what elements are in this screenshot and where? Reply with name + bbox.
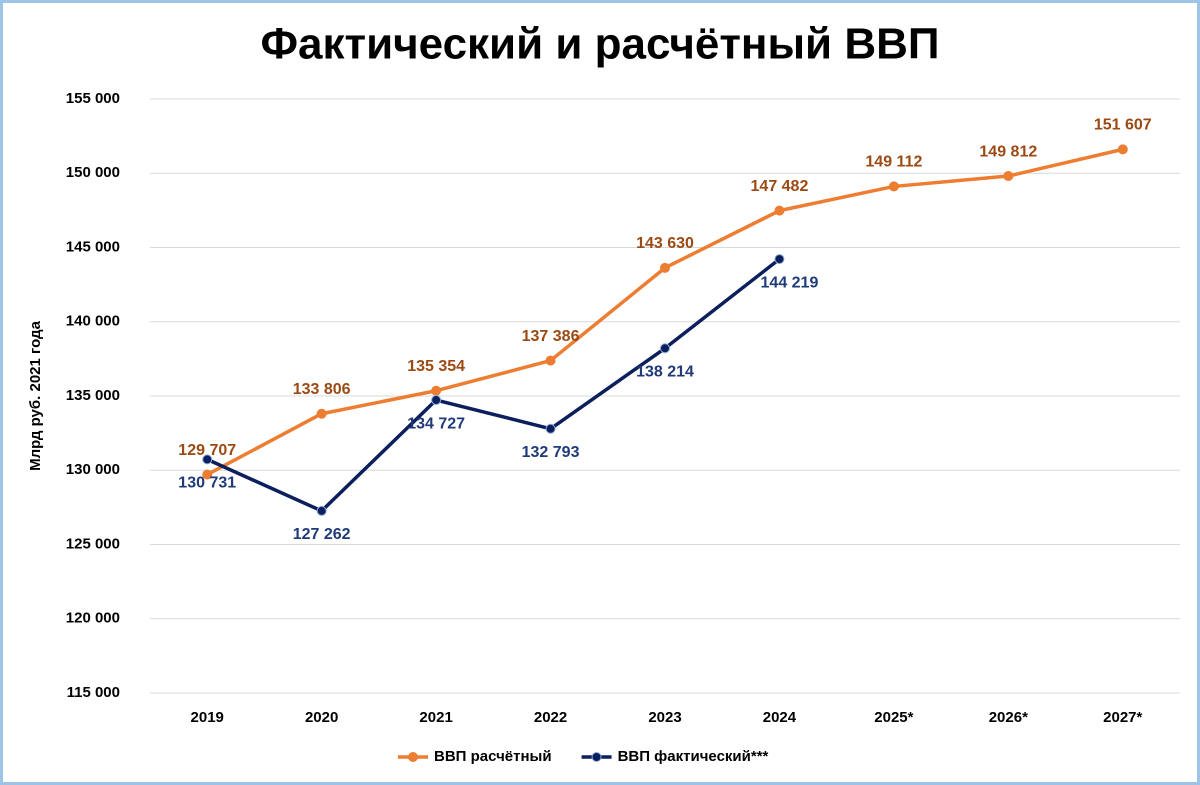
x-tick-label: 2026* (989, 709, 1028, 726)
x-tick-label: 2021 (419, 709, 452, 726)
x-tick-label: 2023 (648, 709, 681, 726)
data-label: 135 354 (407, 358, 465, 375)
data-label: 133 806 (293, 381, 351, 398)
data-label: 149 112 (865, 154, 922, 171)
data-label: 149 812 (979, 143, 1037, 160)
x-tick-label: 2019 (191, 709, 224, 726)
data-label: 138 214 (636, 363, 694, 380)
y-tick-label: 140 000 (66, 313, 120, 330)
legend-label: ВВП расчётный (434, 748, 552, 765)
data-label: 147 482 (751, 178, 809, 195)
point (545, 423, 556, 434)
data-label: 129 707 (178, 442, 236, 459)
y-tick-label: 145 000 (66, 238, 120, 255)
data-label: 132 793 (522, 444, 580, 461)
data-label: 143 630 (636, 235, 694, 252)
point (202, 469, 213, 480)
y-axis-label: Млрд руб. 2021 года (27, 320, 44, 470)
x-tick-label: 2027* (1103, 709, 1142, 726)
x-tick-label: 2022 (534, 709, 567, 726)
point (774, 205, 785, 216)
point (1117, 144, 1128, 155)
point (888, 181, 899, 192)
chart-title: Фактический и расчётный ВВП (260, 20, 939, 69)
y-tick-label: 130 000 (66, 461, 120, 478)
x-tick-label: 2020 (305, 709, 338, 726)
x-tick-label: 2025* (874, 709, 913, 726)
data-label: 137 386 (522, 328, 580, 345)
data-label: 151 607 (1094, 117, 1152, 134)
point (1003, 171, 1014, 182)
series-line (206, 257, 781, 513)
y-tick-label: 115 000 (67, 684, 120, 701)
y-tick-label: 120 000 (66, 610, 120, 627)
y-tick-label: 150 000 (66, 164, 120, 181)
point (431, 385, 442, 396)
point (774, 254, 785, 265)
y-tick-label: 135 000 (66, 387, 120, 404)
point (316, 505, 327, 516)
data-label: 127 262 (293, 526, 351, 543)
legend-label: ВВП фактический*** (618, 748, 769, 765)
y-tick-label: 125 000 (66, 535, 120, 552)
point (660, 343, 670, 354)
point (431, 395, 442, 406)
legend-marker (408, 752, 418, 762)
data-label: 144 219 (761, 274, 819, 291)
data-label: 130 731 (178, 475, 236, 492)
x-tick-label: 2024 (763, 709, 797, 726)
legend-marker (591, 752, 602, 762)
point (316, 408, 327, 419)
point (545, 355, 556, 366)
data-label: 134 727 (407, 415, 465, 432)
point (202, 454, 213, 465)
y-tick-label: 155 000 (66, 90, 120, 107)
point (660, 262, 670, 273)
